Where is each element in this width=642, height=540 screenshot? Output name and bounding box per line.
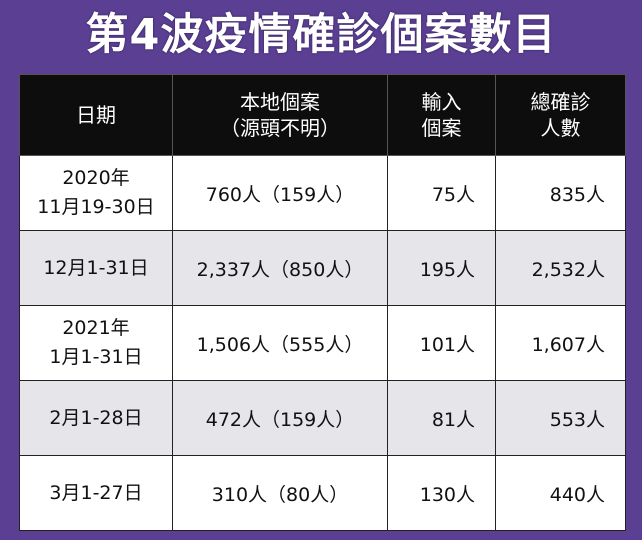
infographic-title: 第4波疫情確診個案數目 <box>85 10 557 60</box>
cell-imported: 75人 <box>387 155 496 231</box>
table-row: 2021年 1月1-31日 1,506人（555人） 101人 1,607人 <box>19 305 626 381</box>
cell-total: 2,532人 <box>495 230 626 306</box>
cell-imported: 81人 <box>387 380 496 456</box>
cell-total: 553人 <box>495 380 626 456</box>
cell-local: 472人（159人） <box>172 380 388 456</box>
table-row: 2020年 11月19-30日 760人（159人） 75人 835人 <box>19 155 626 231</box>
cell-local: 2,337人（850人） <box>172 230 388 306</box>
cell-date: 2020年 11月19-30日 <box>19 155 173 231</box>
cell-total: 440人 <box>495 455 626 531</box>
header-local-cases: 本地個案 （源頭不明） <box>172 74 388 156</box>
header-local-line1: 本地個案 <box>240 90 320 114</box>
cell-date: 12月1-31日 <box>19 230 173 306</box>
cell-local: 1,506人（555人） <box>172 305 388 381</box>
cell-local: 310人（80人） <box>172 455 388 531</box>
table-header-row: 日期 本地個案 （源頭不明） 輸入 個案 總確診 人數 <box>19 74 626 156</box>
header-imported-line1: 輸入 <box>421 90 462 114</box>
header-total-cases: 總確診 人數 <box>495 74 626 156</box>
header-total-line1: 總確診 <box>530 90 591 114</box>
header-local-line2: （源頭不明） <box>220 116 340 140</box>
table-row: 3月1-27日 310人（80人） 130人 440人 <box>19 455 626 531</box>
cases-table: 日期 本地個案 （源頭不明） 輸入 個案 總確診 人數 2020年 <box>19 74 626 531</box>
table-row: 12月1-31日 2,337人（850人） 195人 2,532人 <box>19 230 626 306</box>
cell-date: 2月1-28日 <box>19 380 173 456</box>
cell-date: 2021年 1月1-31日 <box>19 305 173 381</box>
cell-local: 760人（159人） <box>172 155 388 231</box>
table-row: 2月1-28日 472人（159人） 81人 553人 <box>19 380 626 456</box>
header-imported-line2: 個案 <box>421 116 462 140</box>
cell-imported: 130人 <box>387 455 496 531</box>
cell-total: 1,607人 <box>495 305 626 381</box>
header-imported-cases: 輸入 個案 <box>387 74 496 156</box>
cell-imported: 101人 <box>387 305 496 381</box>
header-date: 日期 <box>19 74 173 156</box>
cell-total: 835人 <box>495 155 626 231</box>
header-total-line2: 人數 <box>540 116 581 140</box>
cell-date: 3月1-27日 <box>19 455 173 531</box>
cell-imported: 195人 <box>387 230 496 306</box>
